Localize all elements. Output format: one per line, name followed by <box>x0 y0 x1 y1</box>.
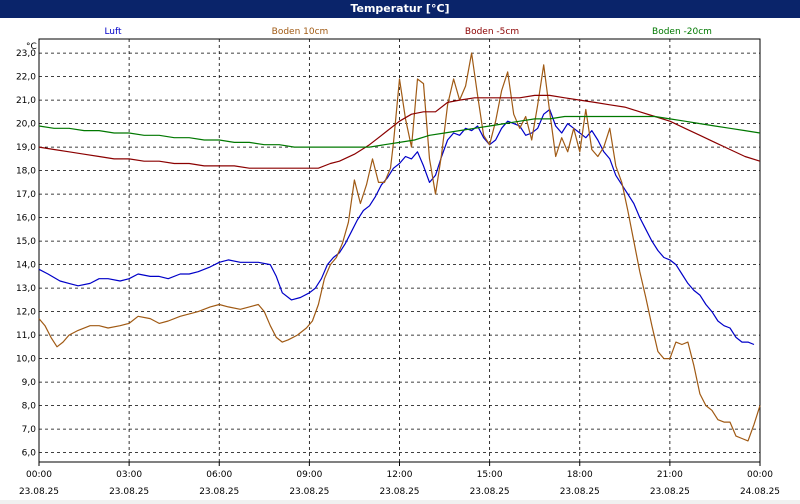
y-tick-label: 15,0 <box>16 237 36 247</box>
x-tick-time-label: 12:00 <box>387 470 413 480</box>
series-lines <box>38 52 761 442</box>
temperature-chart: 6,0 7,0 8,0 9,0 10,0 11,0 12,0 13,0 14,0 15,0 16,0… <box>0 18 800 500</box>
x-tick-date-label: 23.08.25 <box>650 487 690 497</box>
y-tick-label: 23,0 <box>16 49 36 59</box>
y-tick-label: 21,0 <box>16 96 36 106</box>
x-tick-time-label: 18:00 <box>567 470 593 480</box>
y-axis-unit-label: °C <box>26 42 37 52</box>
grid <box>39 39 760 462</box>
axes: 6,0 7,0 8,0 9,0 10,0 11,0 12,0 13,0 14,0 15,0 16,0… <box>16 38 780 497</box>
y-tick-label: 6,0 <box>22 449 37 459</box>
y-tick-label: 22,0 <box>16 73 36 83</box>
window-title: Temperatur [°C] <box>0 0 800 18</box>
x-tick-date-label: 23.08.25 <box>199 487 239 497</box>
y-tick-label: 12,0 <box>16 308 36 318</box>
y-tick-label: 20,0 <box>16 120 36 130</box>
y-tick-label: 14,0 <box>16 261 36 271</box>
x-tick-time-label: 15:00 <box>477 470 503 480</box>
y-tick-label: 11,0 <box>16 331 36 341</box>
legend-entry-boden-10cm: Boden 10cm <box>272 27 329 37</box>
plot-svg: 6,0 7,0 8,0 9,0 10,0 11,0 12,0 13,0 14,0 15,0 16,0… <box>16 27 780 497</box>
x-tick-time-label: 00:00 <box>26 470 52 480</box>
y-tick-label: 7,0 <box>22 425 37 435</box>
x-tick-date-label: 23.08.25 <box>109 487 149 497</box>
legend-entry-boden-5cm: Boden -5cm <box>465 27 519 37</box>
x-tick-time-label: 09:00 <box>296 470 322 480</box>
series-line-luft <box>38 108 755 346</box>
x-tick-date-label: 23.08.25 <box>470 487 510 497</box>
legend-entry-luft: Luft <box>104 27 122 37</box>
y-tick-label: 10,0 <box>16 355 36 365</box>
series-line-boden-10cm <box>38 52 761 442</box>
x-tick-time-label: 21:00 <box>657 470 683 480</box>
legend-entry-boden-20cm: Boden -20cm <box>652 27 712 37</box>
x-tick-date-label: 23.08.25 <box>560 487 600 497</box>
x-tick-date-label: 23.08.25 <box>19 487 59 497</box>
y-tick-label: 16,0 <box>16 214 36 224</box>
series-line-boden-20cm <box>38 115 761 148</box>
y-tick-label: 9,0 <box>22 378 37 388</box>
x-tick-date-label: 23.08.25 <box>289 487 329 497</box>
x-tick-time-label: 00:00 <box>747 470 773 480</box>
y-tick-label: 18,0 <box>16 167 36 177</box>
x-tick-date-label: 23.08.25 <box>379 487 419 497</box>
legend: Luft Boden 10cm Boden -5cm Boden -20cm <box>104 27 712 37</box>
plot-frame <box>38 38 761 463</box>
series-line-boden-5cm <box>38 94 761 169</box>
x-tick-time-label: 06:00 <box>206 470 232 480</box>
x-tick-time-label: 03:00 <box>116 470 142 480</box>
y-tick-label: 19,0 <box>16 143 36 153</box>
y-tick-label: 13,0 <box>16 284 36 294</box>
y-tick-label: 17,0 <box>16 190 36 200</box>
x-tick-date-label: 24.08.25 <box>740 487 780 497</box>
y-tick-label: 8,0 <box>22 402 37 412</box>
